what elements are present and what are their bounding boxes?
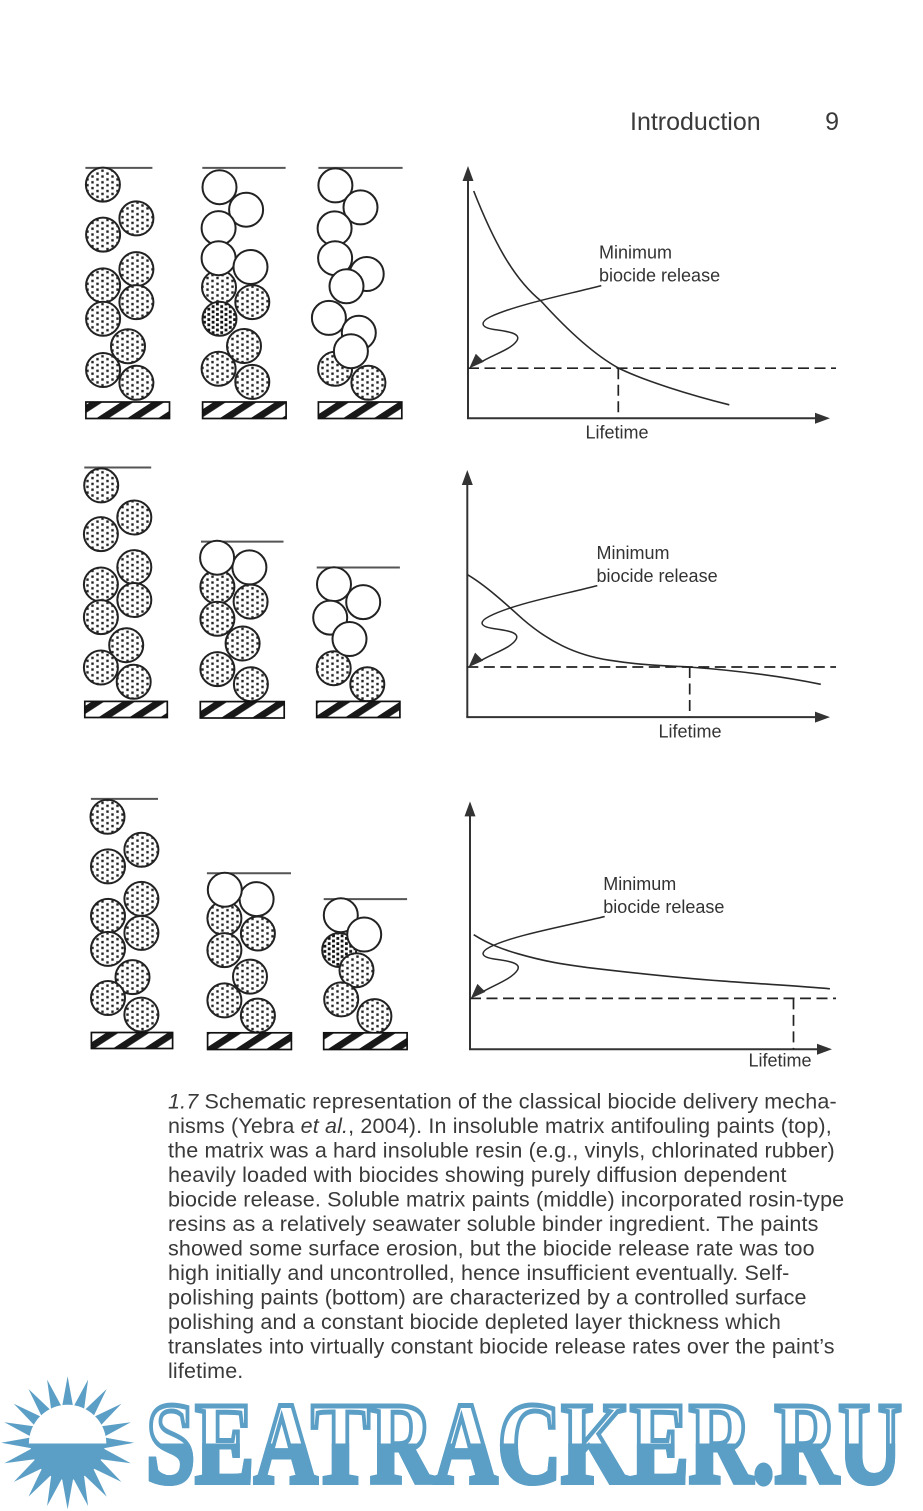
svg-text:biocide release: biocide release xyxy=(597,566,718,586)
svg-text:Minimum: Minimum xyxy=(597,543,670,563)
svg-text:heavily loaded with biocides s: heavily loaded with biocides showing pur… xyxy=(168,1163,787,1187)
svg-text:polishing paints (bottom) are: polishing paints (bottom) are characteri… xyxy=(168,1286,807,1310)
svg-text:resins as a relatively seawate: resins as a relatively seawater soluble … xyxy=(168,1212,819,1236)
svg-text:9: 9 xyxy=(825,108,839,136)
svg-text:Lifetime: Lifetime xyxy=(585,423,648,443)
svg-text:polishing and a constant bioci: polishing and a constant biocide deplete… xyxy=(168,1310,781,1334)
svg-text:SEATRACKER.RU: SEATRACKER.RU xyxy=(146,1380,902,1509)
svg-text:Lifetime: Lifetime xyxy=(748,1051,811,1071)
svg-text:Minimum: Minimum xyxy=(603,874,676,894)
svg-text:translates into virtually cons: translates into virtually constant bioci… xyxy=(168,1335,835,1359)
svg-text:Lifetime: Lifetime xyxy=(658,722,721,742)
svg-text:Minimum: Minimum xyxy=(599,243,672,263)
svg-text:biocide release: biocide release xyxy=(599,266,720,286)
svg-text:showed some surface erosion, b: showed some surface erosion, but the bio… xyxy=(168,1237,815,1261)
svg-text:biocide release: biocide release xyxy=(603,897,724,917)
svg-text:the matrix was a hard insolubl: the matrix was a hard insoluble resin (e… xyxy=(168,1139,835,1163)
svg-text:SEATRACKER.RU: SEATRACKER.RU xyxy=(146,1380,902,1509)
svg-text:high initially and uncontrolle: high initially and uncontrolled, hence i… xyxy=(168,1261,789,1285)
svg-text:Introduction: Introduction xyxy=(630,108,761,136)
svg-text:biocide release. Soluble matri: biocide release. Soluble matrix paints (… xyxy=(168,1188,844,1212)
svg-text:nisms (Yebra et al., 2004). In: nisms (Yebra et al., 2004). In insoluble… xyxy=(168,1114,832,1138)
svg-text:1.7 Schematic representation o: 1.7 Schematic representation of the clas… xyxy=(168,1090,837,1114)
svg-text:lifetime.: lifetime. xyxy=(168,1359,243,1383)
